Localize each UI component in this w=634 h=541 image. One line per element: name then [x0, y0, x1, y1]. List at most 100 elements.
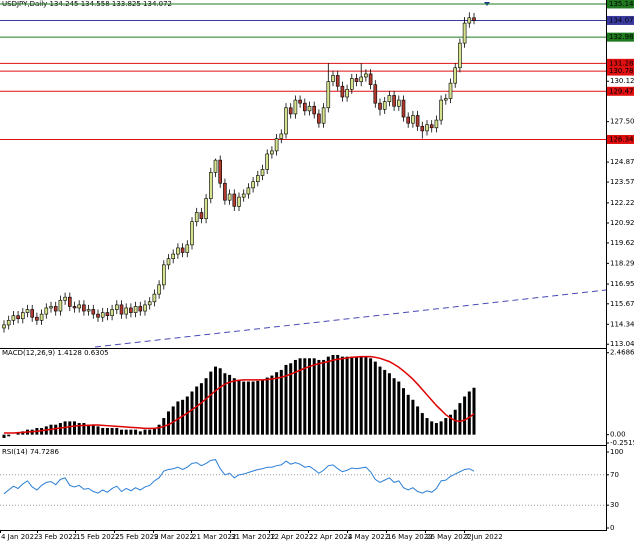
macd-bar: [124, 429, 128, 435]
macd-bar: [261, 379, 264, 435]
macd-bar: [392, 378, 396, 435]
candle-body: [2, 324, 6, 329]
macd-bar: [340, 356, 344, 435]
y-tick-label: 119.625: [610, 239, 634, 247]
candle-body: [16, 315, 20, 320]
macd-bar: [383, 369, 387, 435]
macd-bar: [373, 361, 377, 435]
candle-body: [458, 42, 462, 69]
macd-bar: [449, 414, 452, 435]
candle-body: [68, 296, 72, 307]
macd-bar: [284, 364, 288, 435]
candle-body: [180, 247, 185, 253]
macd-bar: [129, 429, 133, 435]
candle-body: [176, 247, 180, 255]
y-tick-label: 113.045: [610, 340, 634, 348]
candle-body: [415, 115, 420, 127]
candle-body: [209, 172, 213, 199]
macd-bar: [82, 423, 86, 435]
candle-body: [204, 198, 208, 219]
macd-bar: [152, 428, 156, 435]
macd-bar: [134, 429, 138, 435]
macd-bar: [359, 356, 363, 435]
macd-bar: [237, 379, 241, 435]
macd-bar: [293, 359, 297, 435]
candle-body: [302, 102, 307, 112]
macd-bar: [467, 391, 471, 435]
candle-body: [49, 306, 53, 309]
y-tick-label: 122.225: [610, 199, 634, 207]
candle-body: [425, 124, 429, 132]
candle-body: [284, 107, 288, 135]
candle-body: [133, 306, 138, 313]
candle-body: [429, 124, 434, 129]
candle-body: [213, 159, 218, 173]
macd-bar: [7, 434, 11, 437]
macd-bar: [209, 371, 213, 435]
macd-bar: [58, 423, 62, 435]
rsi-line: [3, 459, 475, 495]
macd-bar: [420, 413, 424, 435]
macd-bar: [148, 429, 152, 435]
candle-body: [246, 187, 251, 195]
candle-body: [317, 113, 321, 124]
macd-bar: [434, 423, 438, 435]
candle-body: [392, 95, 396, 107]
trend-line: [94, 289, 607, 348]
macd-bar: [96, 426, 100, 435]
y-tick-label: 130.125: [610, 77, 634, 85]
macd-bar: [223, 373, 227, 435]
candle-body: [279, 133, 284, 139]
macd-bar: [105, 428, 109, 435]
macd-bar: [16, 432, 20, 435]
candle-body: [349, 78, 354, 90]
macd-bar: [345, 356, 349, 435]
y-tick-label: 100: [610, 448, 623, 456]
macd-bar: [256, 380, 260, 435]
candle-body: [30, 309, 35, 318]
macd-bar: [397, 381, 401, 435]
macd-bar: [157, 424, 161, 435]
macd-bar: [402, 388, 405, 435]
candle-body: [20, 312, 25, 320]
candle-body: [345, 89, 349, 98]
candle-body: [129, 307, 133, 313]
candle-body: [401, 99, 406, 118]
macd-bar: [101, 428, 105, 435]
macd-bar: [181, 399, 185, 435]
candle-body: [237, 196, 241, 207]
candle-body: [448, 82, 453, 99]
macd-bar: [242, 381, 246, 435]
x-tick-label: 3 Feb 2022: [38, 533, 77, 541]
candle-body: [100, 312, 105, 318]
level-label: 131.287: [609, 59, 634, 67]
candle-body: [378, 102, 382, 110]
macd-bar: [326, 356, 330, 435]
candle-body: [373, 84, 378, 104]
macd-bar: [416, 406, 420, 435]
candle-body: [190, 221, 194, 246]
candle-body: [119, 304, 124, 315]
candle-body: [185, 244, 190, 253]
macd-bar: [425, 418, 429, 435]
macd-bar: [406, 394, 410, 435]
candle-body: [467, 17, 472, 24]
x-tick-label: 9 Mar 2022: [154, 533, 194, 541]
candle-body: [115, 304, 119, 310]
candle-body: [359, 76, 364, 82]
candle-body: [77, 304, 81, 309]
candle-body: [143, 304, 147, 312]
candle-body: [232, 193, 237, 207]
macd-bar: [303, 358, 307, 435]
y-tick-label: -0.2515: [610, 439, 634, 447]
macd-bar: [143, 429, 147, 435]
candle-body: [223, 182, 227, 201]
y-tick-label: 116.955: [610, 280, 634, 288]
macd-bar: [279, 369, 283, 435]
candle-body: [53, 306, 58, 312]
candle-body: [326, 81, 331, 109]
level-label: 130.785: [609, 67, 634, 75]
candle-body: [434, 119, 439, 129]
y-tick-label: 124.875: [610, 158, 634, 166]
